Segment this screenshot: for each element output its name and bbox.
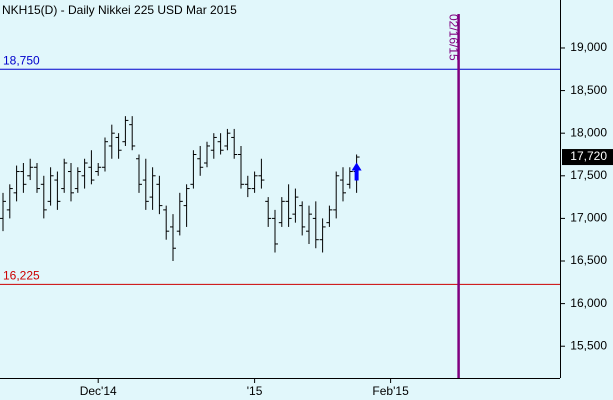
last-price-label: 17,720 <box>570 149 607 163</box>
level-label: 16,225 <box>3 269 40 283</box>
y-tick-label: 17,000 <box>570 211 607 225</box>
chart-title: NKH15(D) - Daily Nikkei 225 USD Mar 2015 <box>2 3 237 17</box>
level-label: 18,750 <box>3 53 40 67</box>
y-tick-label: 16,000 <box>570 296 607 310</box>
y-tick-label: 17,500 <box>570 168 607 182</box>
y-tick-label: 16,500 <box>570 253 607 267</box>
y-tick-label: 19,000 <box>570 40 607 54</box>
y-tick-label: 18,500 <box>570 83 607 97</box>
signal-arrow <box>351 162 362 181</box>
y-tick-label: 15,500 <box>570 338 607 352</box>
last-price-box <box>562 149 613 166</box>
y-tick-label: 18,000 <box>570 125 607 139</box>
date-marker-label: 02/16/15 <box>446 14 460 61</box>
x-tick-label: Feb'15 <box>372 384 409 398</box>
x-tick-label: '15 <box>247 384 263 398</box>
x-tick-label: Dec'14 <box>80 384 117 398</box>
